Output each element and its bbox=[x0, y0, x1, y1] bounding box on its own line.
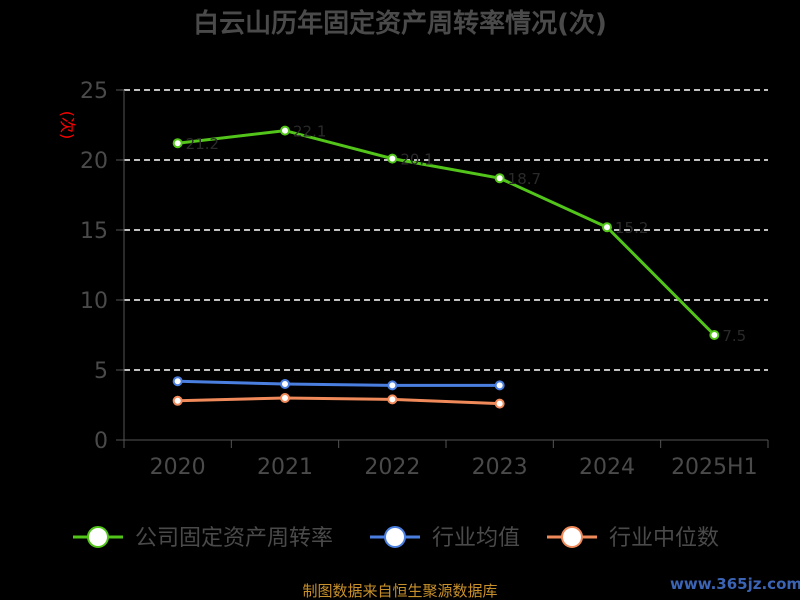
data-point bbox=[494, 380, 505, 391]
series-line bbox=[177, 129, 716, 337]
y-axis-unit: (次) bbox=[58, 111, 77, 140]
x-tick-label: 2024 bbox=[579, 455, 635, 480]
data-label: 15.2 bbox=[615, 219, 648, 237]
data-label: 18.7 bbox=[508, 170, 541, 188]
legend[interactable]: 公司固定资产周转率 行业均值 行业中位数 bbox=[73, 526, 719, 551]
data-point bbox=[387, 380, 398, 391]
data-point bbox=[172, 376, 183, 387]
series-group: 21.2 22.1 20.1 18.7 15.2 7.5 bbox=[172, 123, 746, 409]
data-label: 21.2 bbox=[186, 135, 219, 153]
y-tick-label: 15 bbox=[80, 219, 108, 244]
data-point bbox=[280, 125, 290, 136]
series-line bbox=[177, 379, 500, 387]
legend-label[interactable]: 行业中位数 bbox=[609, 526, 719, 551]
legend-swatch-marker[interactable] bbox=[87, 526, 109, 548]
data-point bbox=[280, 393, 290, 403]
x-tick-label: 2023 bbox=[472, 455, 528, 480]
data-label: 22.1 bbox=[293, 123, 326, 141]
data-label: 20.1 bbox=[400, 151, 433, 169]
y-tick-label: 0 bbox=[94, 429, 108, 454]
data-point bbox=[602, 222, 612, 233]
data-point bbox=[387, 394, 398, 405]
legend-swatch-marker[interactable] bbox=[384, 526, 406, 548]
series-line bbox=[177, 396, 500, 406]
gridlines bbox=[124, 89, 768, 371]
watermark: www.365jz.com bbox=[670, 575, 800, 593]
data-point bbox=[494, 173, 505, 184]
footer-source: 制图数据来自恒生聚源数据库 bbox=[302, 582, 497, 600]
legend-label[interactable]: 公司固定资产周转率 bbox=[135, 526, 333, 551]
data-point bbox=[280, 379, 290, 389]
y-tick-label: 20 bbox=[80, 149, 108, 174]
x-tick-label: 2022 bbox=[364, 455, 420, 480]
data-label: 7.5 bbox=[722, 327, 746, 345]
axes: 0 5 10 15 20 25 2020 2021 2022 2023 2024 2025H1 bbox=[80, 79, 769, 480]
legend-swatch-marker[interactable] bbox=[561, 526, 583, 548]
y-tick-label: 5 bbox=[94, 359, 108, 384]
data-point bbox=[494, 398, 505, 409]
chart-title: 白云山历年固定资产周转率情况(次) bbox=[193, 8, 607, 39]
data-point bbox=[387, 153, 398, 164]
x-tick-label: 2025H1 bbox=[671, 455, 758, 480]
y-tick-label: 10 bbox=[80, 289, 108, 314]
y-tick-label: 25 bbox=[80, 79, 108, 104]
legend-label[interactable]: 行业均值 bbox=[432, 526, 520, 551]
x-tick-label: 2020 bbox=[150, 455, 206, 480]
data-point bbox=[172, 395, 183, 406]
data-point bbox=[709, 330, 720, 340]
x-tick-label: 2021 bbox=[257, 455, 313, 480]
data-point bbox=[172, 138, 183, 149]
